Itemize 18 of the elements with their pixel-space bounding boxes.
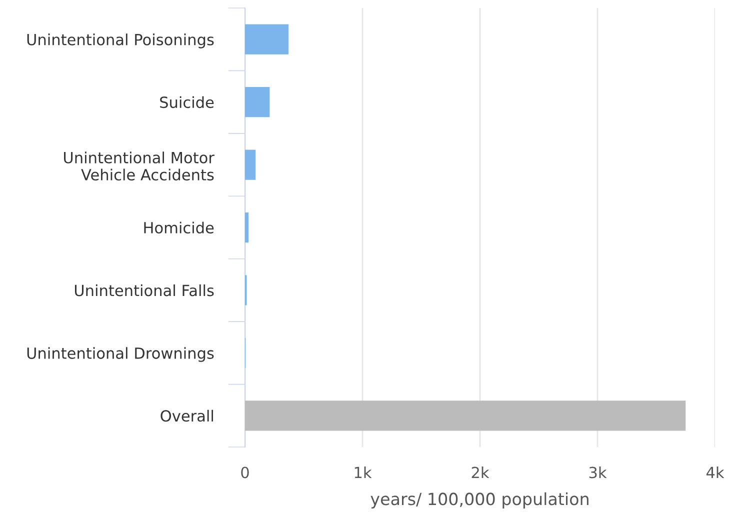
y-tick-label: Suicide [160,96,214,108]
y-tick-label: Unintentional Poisonings [27,34,214,48]
y-tick-label: Unintentional Motor Vehicle Accidents [64,152,214,181]
bar [245,24,288,54]
x-tick-label: 2k [472,466,490,478]
x-tick-label: 1k [354,466,372,478]
y-tick-label: Overall [160,410,214,422]
bar [245,212,249,243]
x-tick-label: 3k [589,466,607,478]
y-tick-label: Unintentional Drownings [27,347,214,362]
bar [245,150,256,180]
y-tick-label: Homicide [144,222,214,234]
x-tick-label: 4k [706,466,724,478]
x-axis-title: years/ 100,000 population [370,492,588,508]
bar [245,400,686,431]
y-tick-label: Unintentional Falls [74,284,214,296]
bar [245,87,270,118]
x-tick-label: 0 [241,466,249,478]
